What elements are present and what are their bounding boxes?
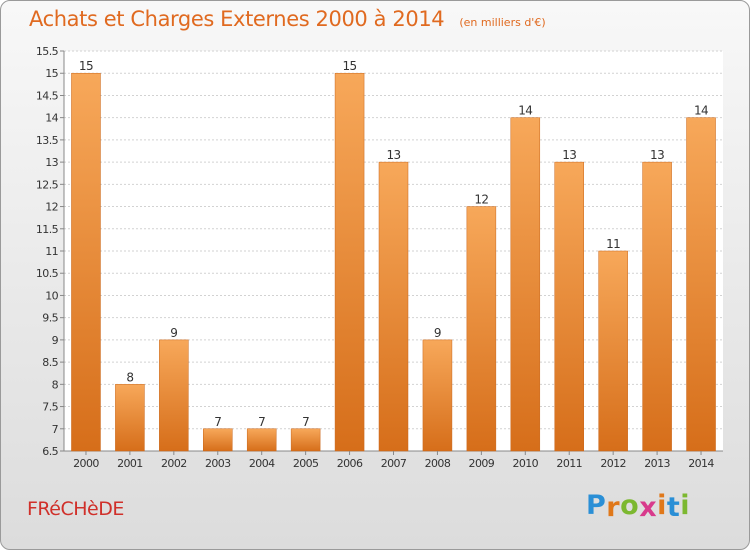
- bar: [159, 339, 189, 452]
- bar-value-label: 13: [562, 148, 576, 162]
- y-tick-label: 14.5: [36, 89, 59, 102]
- x-tick-label: 2012: [600, 457, 626, 470]
- bar-value-label: 15: [79, 59, 93, 73]
- logo-letter: i: [680, 490, 691, 521]
- y-tick-label: 15.5: [36, 45, 59, 58]
- y-tick-label: 12.5: [36, 178, 59, 191]
- bar: [598, 250, 628, 452]
- chart-title: Achats et Charges Externes 2000 à 2014: [29, 7, 445, 31]
- x-tick-label: 2007: [381, 457, 407, 470]
- y-tick-label: 9.5: [42, 312, 58, 325]
- x-tick-label: 2000: [73, 457, 99, 470]
- x-tick-label: 2009: [469, 457, 495, 470]
- bar-value-label: 9: [434, 326, 441, 340]
- bar-value-label: 8: [126, 370, 133, 384]
- x-tick-label: 2003: [205, 457, 231, 470]
- y-tick-label: 15: [45, 67, 58, 80]
- chart-subtitle: (en milliers d'€): [459, 16, 546, 29]
- bar-value-label: 7: [302, 415, 309, 429]
- bar-value-label: 13: [386, 148, 400, 162]
- x-tick-label: 2004: [249, 457, 275, 470]
- bar: [246, 428, 277, 452]
- bar: [686, 117, 716, 452]
- bar: [115, 384, 145, 452]
- logo-letter: i: [657, 490, 667, 521]
- y-tick-label: 6.5: [42, 445, 58, 458]
- bar-value-label: 9: [170, 326, 177, 340]
- x-tick-label: 2005: [293, 457, 319, 470]
- bar-value-label: 15: [343, 59, 357, 73]
- y-tick-label: 13.5: [36, 134, 59, 147]
- bar: [510, 117, 541, 452]
- x-tick-label: 2002: [161, 457, 187, 470]
- y-tick-label: 10.5: [36, 267, 59, 280]
- y-tick-label: 8.5: [42, 356, 58, 369]
- bar: [378, 161, 409, 452]
- bar-value-label: 14: [518, 104, 532, 118]
- y-tick-label: 11.5: [36, 223, 59, 236]
- bar-value-label: 7: [258, 415, 265, 429]
- x-tick-label: 2006: [337, 457, 363, 470]
- bar: [71, 72, 101, 452]
- bar: [290, 428, 321, 452]
- bar: [554, 161, 584, 452]
- bar-value-label: 14: [694, 104, 708, 118]
- x-tick-label: 2010: [512, 457, 538, 470]
- logo-letter: t: [666, 492, 681, 523]
- y-tick-label: 12: [45, 201, 58, 214]
- y-tick-label: 11: [45, 245, 58, 258]
- bar: [466, 206, 497, 452]
- x-tick-label: 2013: [644, 457, 670, 470]
- y-tick-label: 13: [45, 156, 58, 169]
- y-tick-label: 7.5: [42, 401, 58, 414]
- y-tick-label: 7: [52, 423, 59, 436]
- y-tick-label: 10: [45, 289, 58, 302]
- logo-letter: P: [586, 490, 607, 521]
- bar: [642, 161, 672, 452]
- bar-value-label: 13: [650, 148, 664, 162]
- x-tick-label: 2011: [556, 457, 582, 470]
- bar: [334, 72, 365, 452]
- bar: [422, 339, 453, 452]
- bar-value-label: 12: [474, 193, 488, 207]
- y-tick-label: 8: [52, 378, 59, 391]
- y-tick-label: 9: [52, 334, 59, 347]
- x-tick-label: 2008: [425, 457, 451, 470]
- bar-value-label: 7: [214, 415, 221, 429]
- commune-name: FRéCHèDE: [27, 498, 124, 520]
- bar-value-label: 11: [606, 237, 620, 251]
- y-tick-label: 14: [45, 112, 58, 125]
- x-tick-label: 2001: [117, 457, 143, 470]
- proxiti-logo: Proxiti: [586, 490, 691, 523]
- title-row: Achats et Charges Externes 2000 à 2014 (…: [29, 7, 546, 31]
- bar: [203, 428, 233, 452]
- x-tick-label: 2014: [688, 457, 714, 470]
- logo-letter: r: [606, 492, 621, 523]
- logo-letter: o: [620, 490, 640, 521]
- logo-letter: x: [639, 492, 658, 523]
